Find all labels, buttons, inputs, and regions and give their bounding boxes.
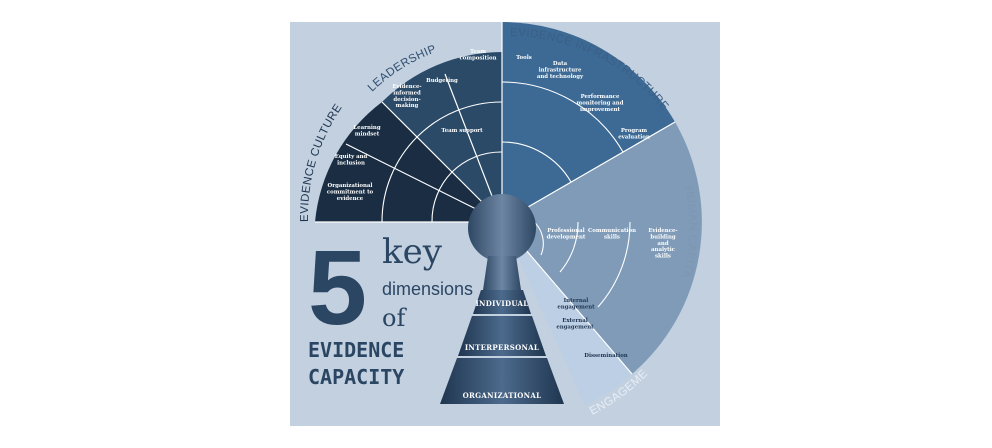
data-infra-label: Data infrastructure and technology bbox=[537, 61, 584, 80]
label-line: evidence bbox=[337, 196, 364, 202]
learning-mindset-label: Learning mindset bbox=[353, 125, 380, 137]
label-line: Learning bbox=[353, 125, 380, 131]
label-line: Professional bbox=[547, 228, 584, 234]
label-line: development bbox=[547, 234, 586, 240]
professional-dev-label: Professional development bbox=[547, 228, 586, 240]
label-line: monitoring and bbox=[577, 100, 624, 106]
label-line: Communication bbox=[588, 228, 636, 234]
label-line: inclusion bbox=[337, 160, 365, 166]
label-line: Internal bbox=[564, 298, 589, 304]
label-line: informed bbox=[393, 90, 421, 96]
label-line: Evidence- bbox=[392, 84, 421, 90]
label-line: Tools bbox=[516, 55, 532, 61]
internal-engagement-label: Internal engagement bbox=[557, 298, 595, 310]
program-eval-label: Program evaluation bbox=[618, 128, 650, 140]
item-labels: Team composition Budgeting Evidence-infor… bbox=[327, 49, 678, 260]
label-line: and technology bbox=[537, 74, 584, 80]
label-line: Team bbox=[470, 49, 486, 55]
headline-key: key bbox=[382, 232, 443, 272]
org-commitment-label: Organizational commitment to evidence bbox=[327, 183, 374, 202]
performance-label: Performance monitoring and improvement bbox=[577, 94, 624, 113]
level-interpersonal: INTERPERSONAL bbox=[465, 343, 539, 352]
evidence-informed-label: Evidence-informed decision-making bbox=[392, 84, 421, 109]
label-line: and bbox=[657, 241, 668, 247]
label-line: improvement bbox=[580, 107, 621, 113]
label-line: making bbox=[396, 103, 419, 109]
keyhole-stem bbox=[483, 256, 521, 290]
budgeting-label: Budgeting bbox=[426, 78, 458, 84]
evidence-building-label: Evidence-building and analytic skills bbox=[648, 228, 677, 260]
infrastructure-wedge bbox=[502, 22, 675, 222]
tools-label: Tools bbox=[516, 55, 532, 61]
diagram-panel: LEADERSHIP EVIDENCE CULTURE EVIDENCE INF… bbox=[290, 22, 720, 426]
team-support-label: Team support bbox=[441, 128, 483, 134]
label-line: composition bbox=[459, 55, 496, 61]
label-line: Program bbox=[621, 128, 648, 134]
label-line: Team support bbox=[441, 128, 483, 134]
label-line: commitment to bbox=[327, 189, 374, 195]
dissemination-label: Dissemination bbox=[584, 353, 628, 359]
label-line: Dissemination bbox=[584, 353, 628, 359]
culture-wedge bbox=[315, 102, 502, 222]
level-individual: INDIVIDUAL bbox=[475, 299, 528, 308]
engagement-item-labels: Internal engagement External engagement Di… bbox=[556, 298, 627, 359]
evidence-capacity-diagram: LEADERSHIP EVIDENCE CULTURE EVIDENCE INF… bbox=[290, 22, 702, 418]
headline-of: of bbox=[382, 304, 407, 332]
headline-evidence: EVIDENCE bbox=[308, 338, 404, 362]
external-engagement-label: External engagement bbox=[556, 318, 594, 330]
label-line: decision- bbox=[393, 97, 420, 103]
ring-lines bbox=[381, 81, 631, 308]
label-line: Equity and bbox=[335, 154, 368, 160]
equity-inclusion-label: Equity and inclusion bbox=[335, 154, 368, 166]
label-line: engagement bbox=[556, 324, 594, 330]
team-composition-label: Team composition bbox=[459, 49, 496, 61]
label-line: Organizational bbox=[328, 183, 373, 189]
leadership-wedge bbox=[382, 52, 502, 222]
label-line: mindset bbox=[355, 131, 380, 137]
human-capital-wedge bbox=[502, 122, 702, 374]
pyramid-interpersonal bbox=[458, 316, 546, 356]
label-line: evaluation bbox=[618, 134, 650, 140]
pyramid-organizational bbox=[440, 358, 564, 404]
label-line: skills bbox=[655, 254, 671, 260]
label-line: Evidence- bbox=[648, 228, 677, 234]
communication-label: Communication skills bbox=[588, 228, 636, 240]
label-line: building bbox=[650, 234, 676, 240]
label-line: External bbox=[562, 318, 588, 324]
keyhole-circle bbox=[468, 194, 536, 262]
label-line: engagement bbox=[557, 304, 595, 310]
engagement-wedge bbox=[502, 222, 632, 405]
label-line: Budgeting bbox=[426, 78, 458, 84]
level-organizational: ORGANIZATIONAL bbox=[463, 391, 542, 400]
pyramid-individual bbox=[473, 290, 531, 314]
headline-number: 5 bbox=[308, 229, 367, 347]
label-line: skills bbox=[604, 234, 620, 240]
label-line: analytic bbox=[651, 247, 676, 253]
headline-capacity: CAPACITY bbox=[308, 365, 404, 389]
label-line: Data bbox=[553, 61, 568, 67]
label-line: Performance bbox=[581, 94, 620, 100]
label-line: infrastructure bbox=[539, 67, 582, 73]
headline-dimensions: dimensions bbox=[382, 279, 473, 299]
